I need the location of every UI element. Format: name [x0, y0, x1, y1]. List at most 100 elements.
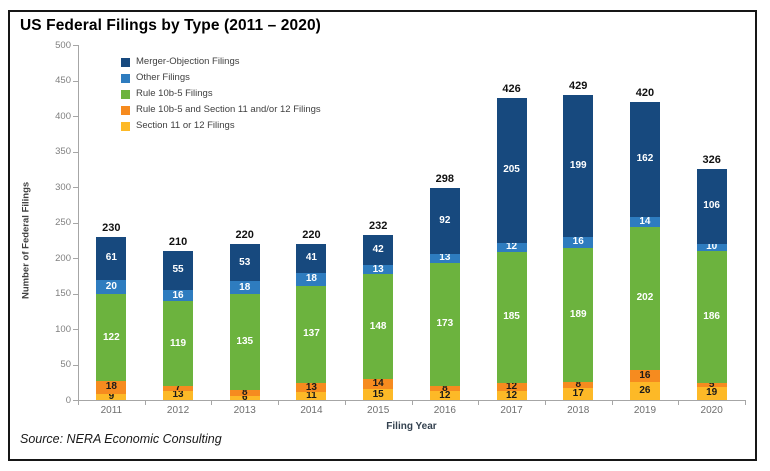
bar-segment-rule-10b5-and-section-11-12-filings: 8 [429, 383, 460, 393]
legend-label: Section 11 or 12 Filings [136, 120, 235, 131]
bar-segment-other-filings: 18 [296, 272, 327, 286]
plot-area [78, 45, 746, 401]
stacked-bar-2017: 12 12 185 12 205 426 [496, 83, 527, 401]
bar-slot-2018: 17 8 189 16 199 429 [545, 45, 612, 400]
bar-segment-rule-10b5-filings: 148 [363, 274, 394, 380]
stacked-bar-2020: 19 5 186 10 106 326 [696, 154, 727, 400]
y-tick-label: 50 [60, 359, 71, 370]
segment-value-label: 12 [505, 389, 518, 401]
segment-value-label: 12 [505, 381, 518, 393]
segment-value-label: 18 [305, 273, 317, 285]
segment-value-label: 12 [439, 389, 451, 401]
bar-segment-other-filings: 13 [363, 263, 394, 275]
bar-total-label: 220 [302, 228, 321, 241]
bar-segment-rule-10b5-and-section-11-12-filings: 8 [563, 380, 594, 390]
x-tick-label-2020: 2020 [700, 405, 723, 416]
segment-value-label: 61 [105, 252, 117, 264]
x-tick-label-2019: 2019 [633, 405, 657, 416]
segment-value-label: 13 [439, 252, 451, 264]
legend-item-other-filings: Other Filings [121, 73, 321, 83]
stacked-bar-2018: 17 8 189 16 199 429 [563, 80, 594, 400]
bar-segment-section-11-or-12-filings: 6 [229, 392, 260, 402]
segment-value-label: 16 [572, 236, 584, 248]
bar-total-label: 426 [502, 82, 521, 95]
bar-slot-2019: 26 16 202 14 162 420 [612, 45, 679, 400]
legend-item-merger-objection-filings: Merger-Objection Filings [121, 57, 321, 67]
bar-segment-merger-objection-filings: 53 [229, 243, 260, 282]
segment-value-label: 16 [172, 289, 184, 301]
segment-value-label: 13 [172, 389, 184, 401]
y-tick-label: 100 [55, 323, 71, 335]
segment-value-label: 13 [372, 263, 384, 275]
bar-segment-rule-10b5-and-section-11-12-filings: 16 [629, 370, 660, 382]
legend-item-rule-10b5-and-section-11-12-filings: Rule 10b-5 and Section 11 and/or 12 Fili… [121, 105, 321, 115]
bar-segment-merger-objection-filings: 42 [363, 235, 394, 266]
bar-segment-section-11-or-12-filings: 15 [363, 389, 394, 400]
segment-value-label: 199 [569, 160, 587, 172]
bar-total-label: 230 [102, 221, 121, 234]
stacked-bar-2012: 13 7 119 16 55 210 [163, 236, 194, 401]
segment-value-label: 11 [306, 390, 317, 402]
segment-value-label: 18 [239, 281, 251, 293]
segment-value-label: 20 [105, 281, 117, 293]
y-tick-label: 250 [55, 217, 71, 228]
x-tick-mark [478, 401, 480, 405]
x-tick-label-2017: 2017 [500, 405, 523, 416]
y-tick-mark [73, 45, 78, 46]
y-tick-mark [73, 400, 78, 401]
segment-value-label: 18 [105, 381, 117, 393]
x-tick-mark [411, 401, 413, 405]
segment-value-label: 189 [569, 309, 587, 321]
bar-segment-rule-10b5-filings: 202 [629, 226, 660, 371]
x-tick-mark [745, 401, 746, 405]
bar-slot-2015: 15 14 148 13 42 232 [345, 45, 412, 400]
segment-value-label: 186 [703, 310, 720, 322]
segment-value-label: 53 [239, 256, 251, 268]
segment-value-label: 119 [169, 337, 187, 349]
bar-segment-rule-10b5-and-section-11-12-filings: 18 [96, 380, 127, 394]
segment-value-label: 148 [369, 320, 387, 332]
y-tick-mark [73, 329, 78, 330]
source-note: Source: NERA Economic Consulting [20, 432, 222, 446]
bar-segment-section-11-or-12-filings: 11 [296, 390, 327, 402]
stacked-bar-2011: 9 18 122 20 61 230 [96, 222, 127, 401]
bar-total-label: 326 [702, 153, 721, 166]
bar-total-label: 420 [635, 86, 655, 99]
bar-segment-merger-objection-filings: 106 [696, 168, 727, 244]
bar-segment-merger-objection-filings: 162 [629, 101, 660, 217]
segment-value-label: 55 [172, 264, 184, 276]
x-tick-mark [611, 401, 613, 405]
bar-segment-section-11-or-12-filings: 17 [563, 387, 594, 400]
y-tick-label: 0 [65, 394, 71, 406]
segment-value-label: 135 [236, 336, 254, 348]
bar-segment-rule-10b5-filings: 135 [229, 294, 260, 391]
legend-swatch-icon [121, 73, 130, 83]
segment-value-label: 17 [572, 387, 584, 399]
chart-title: US Federal Filings by Type (2011 – 2020) [20, 17, 321, 34]
bar-segment-section-11-or-12-filings: 12 [496, 389, 527, 401]
segment-value-label: 185 [503, 311, 520, 323]
x-tick-label-2011: 2011 [100, 405, 123, 416]
bar-segment-other-filings: 12 [496, 242, 527, 252]
bar-total-label: 298 [435, 173, 455, 186]
segment-value-label: 10 [706, 241, 718, 253]
bar-total-label: 232 [368, 220, 388, 233]
x-tick-label-2012: 2012 [166, 405, 190, 416]
y-tick-mark [73, 187, 78, 188]
y-tick-mark [73, 116, 78, 117]
bar-segment-other-filings: 18 [229, 281, 260, 295]
legend-item-rule-10b5-filings: Rule 10b-5 Filings [121, 89, 321, 99]
segment-value-label: 92 [439, 215, 451, 227]
x-tick-label-2016: 2016 [433, 405, 456, 416]
bar-segment-rule-10b5-filings: 185 [496, 251, 527, 383]
bar-slot-2017: 12 12 185 12 205 426 [478, 45, 545, 400]
legend-swatch-icon [121, 121, 130, 131]
y-tick-label: 200 [55, 252, 71, 264]
bar-segment-other-filings: 16 [163, 289, 194, 302]
bar-segment-section-11-or-12-filings: 19 [696, 386, 727, 400]
y-tick-mark [73, 293, 78, 295]
x-tick-label-2014: 2014 [300, 405, 323, 416]
bar-slot-2020: 19 5 186 10 106 326 [678, 45, 745, 400]
bar-segment-section-11-or-12-filings: 9 [96, 391, 127, 401]
